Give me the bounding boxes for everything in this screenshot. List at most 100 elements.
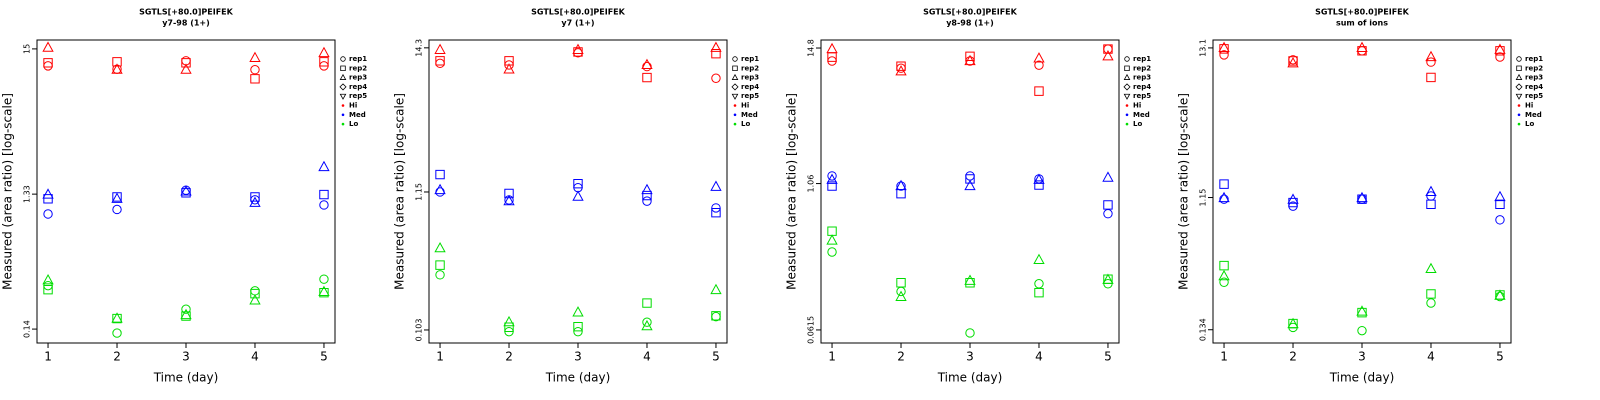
legend-label: Lo bbox=[1525, 120, 1534, 128]
data-point bbox=[504, 188, 514, 199]
legend-symbol bbox=[1517, 122, 1521, 126]
data-point bbox=[42, 273, 54, 285]
data-point bbox=[573, 178, 583, 189]
legend-label: rep4 bbox=[349, 83, 367, 91]
data-point bbox=[1033, 253, 1045, 265]
data-point bbox=[319, 274, 329, 284]
data-point bbox=[111, 192, 123, 203]
data-point bbox=[1426, 199, 1436, 210]
data-point bbox=[1494, 43, 1506, 54]
data-point bbox=[503, 194, 515, 206]
y-axis-label: Measured (area ratio) [log-scale] bbox=[1177, 93, 1191, 290]
legend-symbol bbox=[339, 83, 347, 91]
legend-symbol bbox=[731, 83, 739, 91]
data-point bbox=[1034, 180, 1044, 190]
legend-label: rep4 bbox=[1133, 83, 1151, 91]
data-point bbox=[1357, 325, 1367, 336]
data-point bbox=[1102, 50, 1114, 61]
data-point bbox=[573, 322, 583, 332]
x-tick-label: 5 bbox=[712, 350, 720, 364]
data-point bbox=[1034, 86, 1044, 96]
data-point bbox=[435, 270, 445, 280]
x-tick-label: 3 bbox=[966, 350, 974, 364]
chart-subtitle: y7-98 (1+) bbox=[162, 19, 210, 28]
data-point bbox=[642, 190, 652, 201]
data-point bbox=[319, 200, 329, 210]
data-point bbox=[249, 294, 261, 305]
chart-title: SGTLS[+80.0]PEIFEK bbox=[531, 8, 625, 17]
legend-label: rep5 bbox=[1133, 92, 1151, 100]
legend-label: rep5 bbox=[349, 92, 367, 100]
data-point bbox=[181, 188, 191, 198]
legend-symbol bbox=[1123, 93, 1131, 100]
data-point bbox=[318, 46, 330, 58]
data-point bbox=[711, 49, 721, 59]
plot-frame bbox=[820, 39, 1120, 344]
data-point bbox=[250, 74, 260, 84]
data-point bbox=[1495, 199, 1505, 210]
chart-title: SGTLS[+80.0]PEIFEK bbox=[923, 8, 1017, 17]
legend-label: rep4 bbox=[1525, 83, 1543, 91]
data-point bbox=[1218, 191, 1230, 203]
x-tick-label: 2 bbox=[113, 350, 121, 364]
data-point bbox=[710, 283, 722, 295]
data-point bbox=[1426, 72, 1436, 83]
chart-subtitle: y8-98 (1+) bbox=[946, 19, 994, 28]
x-tick-label: 3 bbox=[574, 350, 582, 364]
data-point bbox=[112, 57, 122, 67]
legend-label: rep5 bbox=[1525, 92, 1543, 100]
x-tick-label: 3 bbox=[1358, 350, 1366, 364]
data-point bbox=[434, 241, 446, 253]
data-point bbox=[43, 58, 53, 68]
data-point bbox=[1219, 260, 1229, 271]
legend-symbol bbox=[1516, 56, 1522, 62]
legend-symbol bbox=[733, 113, 737, 117]
data-point bbox=[642, 196, 652, 206]
data-point bbox=[1495, 215, 1505, 225]
data-point bbox=[504, 56, 514, 66]
y-tick-label: 14.3 bbox=[415, 39, 424, 57]
data-point bbox=[965, 174, 975, 184]
data-point bbox=[112, 204, 122, 215]
data-point bbox=[1288, 197, 1298, 208]
y-tick-label: 14.8 bbox=[807, 39, 816, 57]
data-point bbox=[1356, 305, 1368, 316]
chart-subtitle: y7 (1+) bbox=[561, 19, 594, 28]
data-point bbox=[42, 188, 54, 199]
data-point bbox=[896, 61, 906, 71]
data-point bbox=[1218, 269, 1230, 281]
data-point bbox=[318, 285, 330, 297]
data-point bbox=[965, 171, 975, 181]
data-point bbox=[1356, 41, 1368, 52]
data-point bbox=[180, 63, 192, 74]
data-point bbox=[711, 203, 721, 213]
legend-label: Hi bbox=[1133, 102, 1141, 110]
data-point bbox=[1287, 317, 1299, 329]
data-point bbox=[641, 183, 653, 195]
data-point bbox=[1426, 298, 1436, 308]
legend-symbol bbox=[339, 93, 347, 100]
legend-label: rep1 bbox=[1525, 55, 1543, 63]
legend-label: rep3 bbox=[349, 74, 367, 82]
x-tick-label: 4 bbox=[251, 350, 259, 364]
panel: SGTLS[+80.0]PEIFEK y7-98 (1+) Time (day) Me… bbox=[1, 8, 368, 385]
data-point bbox=[180, 308, 192, 320]
data-point bbox=[896, 286, 906, 297]
y-tick-label: 1.15 bbox=[1199, 189, 1208, 207]
data-point bbox=[1356, 191, 1368, 203]
data-point bbox=[504, 195, 514, 205]
data-point bbox=[111, 312, 123, 323]
data-point bbox=[1103, 208, 1113, 219]
data-point bbox=[434, 183, 446, 195]
y-tick-label: 0.103 bbox=[415, 319, 424, 342]
legend-symbol bbox=[731, 93, 739, 100]
data-point bbox=[826, 234, 838, 245]
data-point bbox=[503, 63, 515, 74]
data-point bbox=[42, 41, 54, 52]
data-point bbox=[250, 192, 260, 202]
panel: SGTLS[+80.0]PEIFEK y7 (1+) Time (day) Measu… bbox=[393, 8, 760, 385]
x-axis-label: Time (day) bbox=[1329, 371, 1395, 385]
legend-label: Lo bbox=[741, 120, 750, 128]
data-point bbox=[319, 57, 329, 67]
